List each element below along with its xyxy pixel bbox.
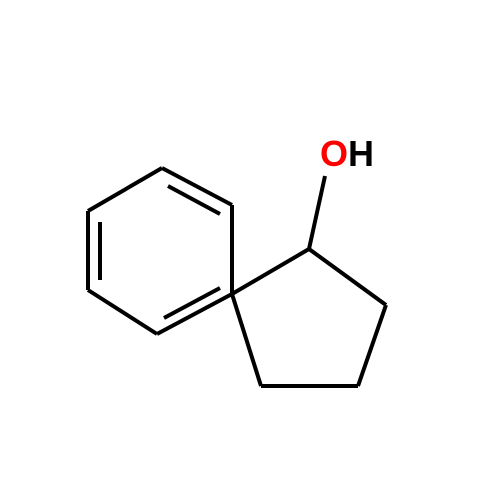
benzene-bond-4 bbox=[88, 290, 157, 334]
cp-bond-2 bbox=[309, 249, 386, 305]
cp-bond-5 bbox=[232, 294, 261, 386]
cp-bond-3 bbox=[358, 305, 386, 386]
oh-label-o: O bbox=[320, 133, 348, 174]
benzene-bond-2 bbox=[88, 168, 162, 211]
oh-label-h: H bbox=[348, 133, 374, 174]
cp-bond-1 bbox=[232, 249, 309, 294]
cyclopentane-ring bbox=[232, 249, 386, 386]
molecule-canvas: OH bbox=[0, 0, 500, 500]
oh-label: OH bbox=[320, 133, 374, 174]
oh-bond bbox=[309, 176, 325, 249]
benzene-double-1 bbox=[168, 186, 220, 214]
benzene-ring bbox=[88, 168, 232, 334]
